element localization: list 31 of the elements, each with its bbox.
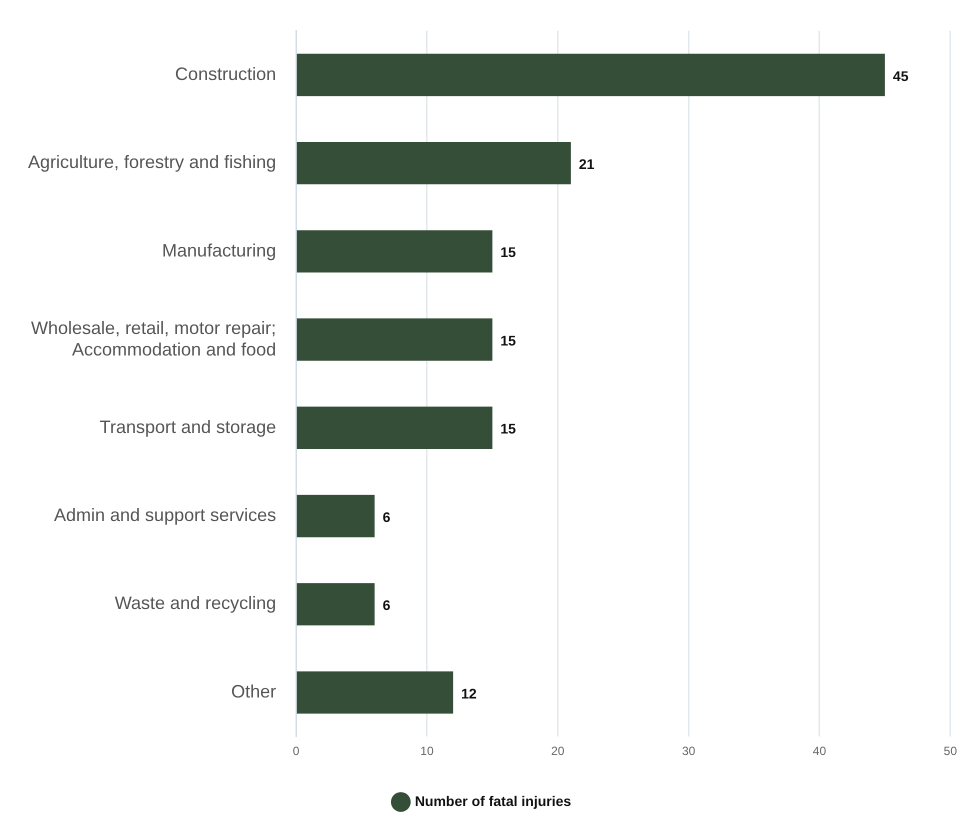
x-tick-label: 10 [420, 744, 434, 758]
bar [296, 54, 885, 96]
data-label: 6 [382, 597, 391, 614]
x-tick-label: 20 [551, 744, 565, 758]
data-label: 21 [578, 156, 595, 172]
data-label: 12 [461, 685, 477, 702]
bar [296, 230, 492, 273]
x-tick-label: 50 [944, 744, 958, 758]
legend-label: Number of fatal injuries [414, 792, 572, 809]
bar [296, 142, 571, 184]
y-tick-label: Admin and support services [54, 505, 276, 526]
y-tick-label: Manufacturing [162, 240, 276, 260]
x-tick-label: 30 [682, 744, 696, 758]
data-label: 6 [382, 508, 391, 525]
y-tick-label: Other [231, 681, 276, 702]
data-label: 45 [892, 68, 909, 84]
bar [296, 583, 375, 626]
y-tick-label: Wholesale, retail, motor repair; Accommodation and food [31, 318, 276, 360]
bar [296, 318, 492, 361]
x-tick-label: 40 [812, 744, 826, 758]
bar [296, 494, 375, 538]
y-tick-label: Construction [175, 64, 276, 84]
bar [296, 406, 492, 449]
y-tick-label: Transport and storage [100, 416, 276, 437]
x-tick-label: 0 [292, 744, 300, 758]
y-tick-label: Agriculture, forestry and fishing [28, 152, 276, 172]
data-label: 15 [500, 420, 516, 437]
y-tick-label: Waste and recycling [114, 593, 276, 614]
data-label: 15 [500, 244, 516, 260]
data-label: 15 [500, 332, 516, 348]
bar [296, 671, 454, 714]
